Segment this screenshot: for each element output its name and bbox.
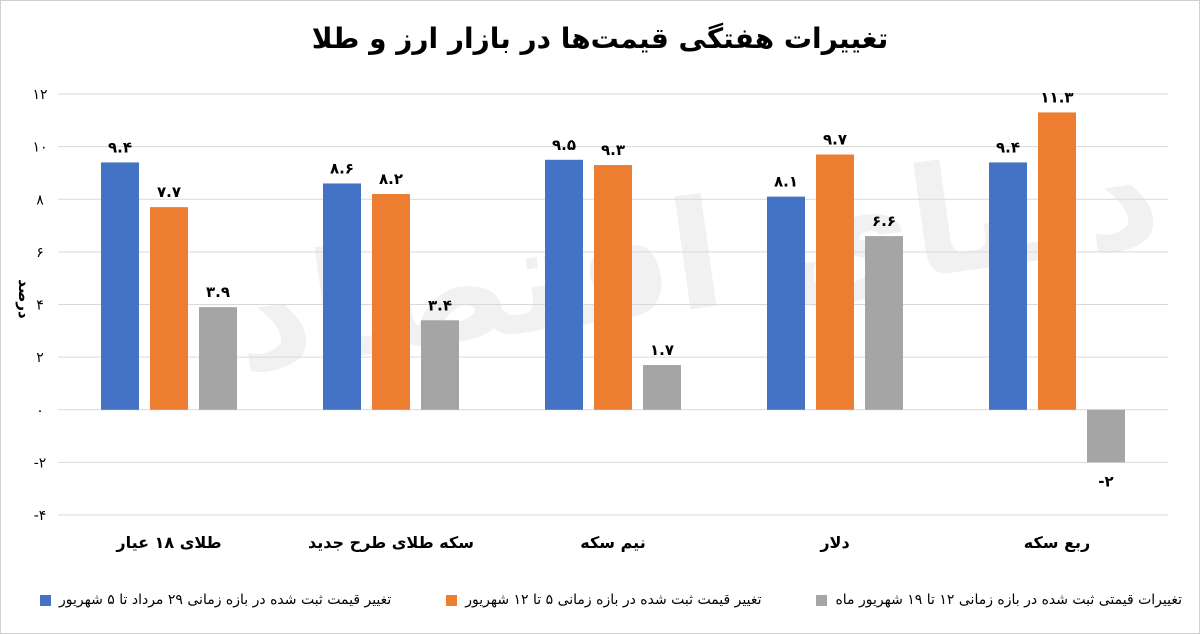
legend-item-series-3: تغییرات قیمتی ثبت شده در بازه زمانی ۱۲ ت…	[816, 592, 1182, 608]
x-category-label: سکه طلای طرح جدید	[308, 533, 474, 552]
x-category-label: دلار	[819, 533, 849, 552]
data-label: ۸.۱	[774, 173, 798, 191]
bar-series-3	[199, 307, 237, 410]
legend-label-series-2: تغییر قیمت ثبت شده در بازه زمانی ۵ تا ۱۲…	[465, 592, 762, 608]
bar-series-1	[767, 196, 805, 410]
y-tick-label: -۴	[34, 508, 47, 524]
y-tick-label: ۸	[36, 192, 44, 208]
bar-series-1	[545, 159, 583, 410]
data-label: ۹.۴	[996, 138, 1020, 156]
legend: تغییرات قیمتی ثبت شده در بازه زمانی ۱۲ ت…	[40, 588, 1182, 612]
data-label: ۹.۳	[601, 141, 625, 159]
bar-series-2	[1038, 112, 1076, 410]
legend-label-series-3: تغییرات قیمتی ثبت شده در بازه زمانی ۱۲ ت…	[835, 592, 1182, 608]
data-label: ۹.۷	[823, 131, 847, 149]
bar-series-3	[643, 365, 681, 410]
data-label: ۳.۹	[206, 283, 230, 301]
bar-series-2	[372, 193, 410, 410]
legend-swatch-series-1	[40, 594, 51, 606]
bar-series-1	[989, 162, 1027, 410]
bar-series-2	[816, 154, 854, 410]
y-tick-label: ۱۰	[32, 140, 47, 156]
y-tick-label: ۰	[36, 403, 44, 419]
bar-series-3	[1087, 409, 1125, 463]
x-category-label: طلای ۱۸ عیار	[115, 533, 221, 552]
y-tick-label: -۲	[34, 455, 47, 471]
bar-series-1	[101, 162, 139, 410]
data-label: ۷.۷	[157, 183, 181, 201]
bar-series-3	[865, 236, 903, 410]
x-category-label: نیم سکه	[580, 533, 645, 552]
y-tick-label: ۱۲	[32, 87, 47, 103]
bar-series-3	[421, 320, 459, 410]
data-label: ۹.۵	[552, 136, 576, 154]
data-label: ۶.۶	[872, 212, 896, 230]
legend-swatch-series-2	[446, 594, 458, 606]
y-tick-label: ۲	[36, 350, 44, 366]
legend-label-series-1: تغییر قیمت ثبت شده در بازه زمانی ۲۹ مردا…	[59, 592, 392, 608]
y-tick-label: ۶	[36, 245, 44, 261]
bar-series-1	[323, 183, 361, 410]
bar-series-2	[594, 165, 632, 410]
data-label: ۹.۴	[108, 138, 132, 156]
data-label: ۸.۶	[330, 159, 354, 177]
x-category-label: ربع سکه	[1024, 533, 1090, 552]
data-label: ۱.۷	[650, 341, 674, 359]
y-tick-label: ۴	[36, 298, 44, 314]
data-label: ۸.۲	[379, 170, 403, 188]
bar-series-2	[150, 207, 188, 410]
legend-item-series-2: تغییر قیمت ثبت شده در بازه زمانی ۵ تا ۱۲…	[446, 592, 762, 608]
legend-swatch-series-3	[816, 594, 828, 606]
data-label: -۲	[1098, 472, 1113, 490]
legend-item-series-1: تغییر قیمت ثبت شده در بازه زمانی ۲۹ مردا…	[40, 592, 391, 608]
data-label: ۱۱.۳	[1040, 88, 1073, 106]
chart-title: تغییرات هفتگی قیمت‌ها در بازار ارز و طلا	[311, 22, 889, 55]
data-label: ۳.۴	[428, 296, 452, 314]
